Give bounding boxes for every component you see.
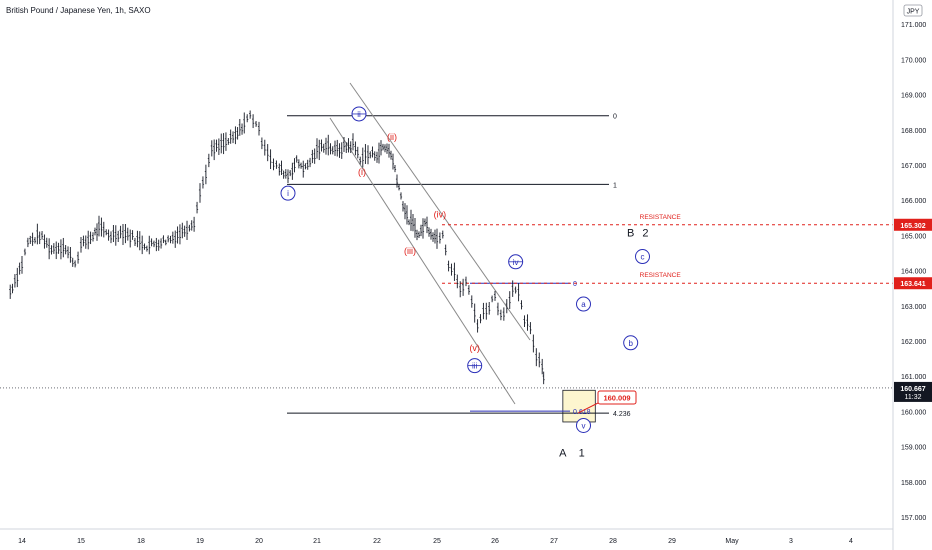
target-zone-layer bbox=[562, 389, 596, 423]
wave-label-text: i bbox=[287, 189, 289, 198]
wave-label-text: B bbox=[627, 228, 634, 240]
x-tick-label: 3 bbox=[789, 538, 793, 545]
y-tick-label: 157.000 bbox=[901, 515, 926, 522]
y-tick-label: 158.000 bbox=[901, 480, 926, 487]
target-callout-pointer bbox=[577, 402, 599, 414]
wave-label-text: b bbox=[628, 339, 633, 348]
currency-label: JPY bbox=[907, 9, 920, 16]
wave-label-text: (v) bbox=[469, 343, 480, 353]
resistance-label: RESISTANCE bbox=[640, 272, 682, 279]
y-tick-label: 170.000 bbox=[901, 57, 926, 64]
current-price-tag bbox=[894, 381, 932, 402]
y-tick-label: 163.000 bbox=[901, 304, 926, 311]
x-tick-label: 29 bbox=[668, 538, 676, 545]
target-callout-label: 160.009 bbox=[603, 394, 630, 403]
x-tick-label: 26 bbox=[491, 538, 499, 545]
resistance-price-tag bbox=[894, 218, 932, 231]
wave-label-circle[interactable] bbox=[635, 249, 650, 265]
y-tick-label: 171.000 bbox=[901, 22, 926, 29]
wave-label-text: ii bbox=[357, 110, 361, 119]
x-tick-label: 28 bbox=[609, 538, 617, 545]
current-price-label: 160.667 bbox=[900, 386, 925, 393]
target-callout-box[interactable] bbox=[597, 390, 637, 405]
y-tick-label: 160.000 bbox=[901, 409, 926, 416]
wave-label-text: a bbox=[581, 300, 586, 309]
y-tick-label: 159.000 bbox=[901, 445, 926, 452]
target-zone[interactable] bbox=[562, 389, 596, 423]
annotation-lines-layer: 0 1 4.236 0 0.618 RESISTANCE RESISTANCE 160.009 bbox=[0, 82, 893, 418]
blue-fib-label: 0 bbox=[573, 281, 577, 288]
x-tick-label: 19 bbox=[196, 538, 204, 545]
channel-upper-line[interactable] bbox=[349, 82, 531, 341]
resistance-price-tag bbox=[894, 277, 932, 290]
wave-label-text: (ii) bbox=[387, 132, 397, 142]
blue-fib-label: 0.618 bbox=[573, 409, 591, 416]
y-tick-label: 166.000 bbox=[901, 198, 926, 205]
x-tick-label: 27 bbox=[550, 538, 558, 545]
x-tick-label: 18 bbox=[137, 538, 145, 545]
currency-badge: JPY bbox=[903, 4, 923, 17]
y-tick-label: 161.000 bbox=[901, 374, 926, 381]
y-tick-label: 164.000 bbox=[901, 269, 926, 276]
wave-label-text: iii bbox=[472, 362, 478, 371]
resistance-label: RESISTANCE bbox=[640, 214, 682, 221]
fib-level-label: 4.236 bbox=[613, 411, 631, 418]
x-tick-label: 14 bbox=[18, 538, 26, 545]
x-tick-label: 20 bbox=[255, 538, 263, 545]
wave-label-text: (i) bbox=[358, 167, 366, 177]
resistance-price-label: 165.302 bbox=[900, 223, 925, 230]
x-tick-label: May bbox=[725, 538, 739, 545]
wave-label-circle[interactable] bbox=[623, 335, 639, 351]
x-tick-label: 15 bbox=[77, 538, 85, 545]
y-tick-label: 165.000 bbox=[901, 233, 926, 240]
wave-label-circle[interactable] bbox=[576, 417, 591, 433]
y-tick-label: 167.000 bbox=[901, 163, 926, 170]
current-price-time: 11:32 bbox=[905, 394, 922, 401]
wave-label-text: iv bbox=[513, 258, 519, 267]
price-series-layer bbox=[9, 110, 545, 385]
y-tick-label: 168.000 bbox=[901, 128, 926, 135]
resistance-price-label: 163.641 bbox=[900, 281, 925, 288]
channel-lower-line[interactable] bbox=[329, 117, 516, 405]
x-tick-label: 22 bbox=[373, 538, 381, 545]
wave-label-text: A bbox=[559, 448, 567, 460]
wave-label-text: v bbox=[582, 421, 586, 430]
wave-label-circle[interactable] bbox=[280, 185, 296, 201]
wave-label-text: (iii) bbox=[404, 246, 416, 256]
wave-label-text: 2 bbox=[642, 228, 648, 240]
fib-level-label: 1 bbox=[613, 182, 617, 189]
chart-title: British Pound / Japanese Yen, 1h, SAXO bbox=[6, 6, 151, 15]
x-tick-label: 21 bbox=[313, 538, 321, 545]
y-tick-label: 162.000 bbox=[901, 339, 926, 346]
y-tick-label: 169.000 bbox=[901, 93, 926, 100]
wave-label-text: c bbox=[641, 253, 645, 262]
wave-label-text: (iv) bbox=[434, 209, 447, 219]
wave-label-text: 1 bbox=[579, 448, 585, 460]
fib-level-label: 0 bbox=[613, 114, 617, 121]
x-tick-label: 4 bbox=[849, 538, 853, 545]
wave-label-circle[interactable] bbox=[576, 296, 591, 312]
x-tick-label: 25 bbox=[433, 538, 441, 545]
